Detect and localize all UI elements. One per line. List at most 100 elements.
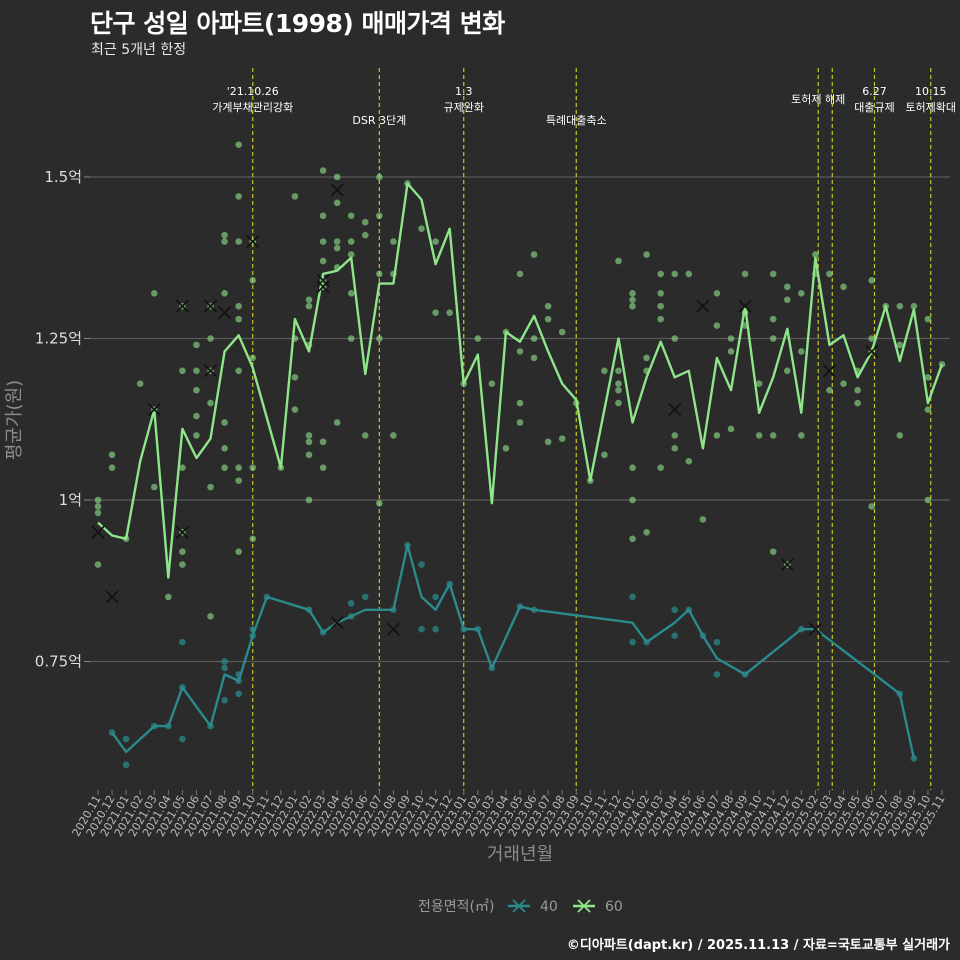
data-point [854, 399, 861, 407]
data-point [516, 270, 524, 278]
legend: 전용면적(㎡) 40 60 [418, 899, 623, 915]
cancel-marker [386, 622, 400, 636]
data-point [361, 231, 369, 239]
chart-subtitle: 최근 5개년 한정 [91, 42, 187, 58]
data-point [783, 296, 791, 304]
data-point [615, 367, 622, 375]
data-point [305, 496, 313, 504]
data-point [516, 419, 524, 426]
data-point [179, 548, 186, 555]
data-point [193, 341, 200, 349]
data-point [643, 354, 650, 362]
cancel-marker [696, 299, 710, 313]
data-point [502, 445, 510, 452]
data-point [713, 289, 721, 297]
data-point [165, 593, 172, 601]
event-label: 토허제확대 [905, 101, 956, 114]
data-point [333, 419, 341, 426]
data-point [193, 412, 200, 420]
data-point [755, 432, 763, 439]
data-point [432, 625, 439, 633]
data-point [333, 238, 341, 245]
data-point [221, 289, 228, 297]
data-point [685, 457, 693, 465]
cancel-marker [668, 402, 682, 417]
event-label: 가계부채관리강화 [212, 101, 293, 114]
cancel-marker [865, 344, 879, 358]
data-point [207, 612, 214, 620]
data-point [868, 503, 875, 510]
data-point [629, 535, 636, 543]
cancel-marker [218, 306, 232, 320]
cancel-marker [780, 558, 794, 572]
legend-item-40: 40 [508, 899, 558, 915]
data-point [94, 496, 102, 504]
chart-title: 단구 성일 아파트(1998) 매매가격 변화 [90, 9, 505, 38]
data-point [657, 270, 664, 278]
data-point [333, 173, 341, 181]
data-point [601, 367, 608, 375]
data-point [544, 315, 552, 323]
data-point [657, 315, 664, 323]
data-point [629, 302, 636, 310]
data-point [798, 289, 805, 297]
data-point [179, 367, 186, 375]
cancel-marker [808, 622, 822, 636]
data-point [713, 432, 721, 439]
legend-title: 전용면적(㎡) [418, 899, 494, 915]
data-point [347, 600, 355, 607]
data-point [643, 529, 650, 536]
data-point [150, 483, 158, 491]
data-point [713, 671, 721, 678]
data-point [179, 638, 186, 646]
data-point [347, 212, 355, 220]
data-point [235, 548, 242, 555]
data-point [615, 386, 622, 394]
data-point [390, 432, 397, 439]
data-point [657, 302, 664, 310]
data-point [798, 348, 805, 355]
data-point [769, 335, 777, 342]
data-point [924, 373, 932, 381]
cancel-marker [203, 364, 218, 378]
data-point [432, 309, 439, 316]
data-point [94, 509, 102, 517]
data-point [868, 277, 875, 284]
data-point [319, 464, 327, 472]
data-point [347, 289, 355, 297]
data-point [249, 354, 257, 362]
data-point [769, 270, 777, 278]
data-point [671, 335, 679, 342]
data-point [854, 386, 861, 394]
data-point [840, 283, 847, 291]
event-label: 토허제 해제 [791, 92, 845, 106]
event-label: 특례대출축소 [546, 114, 607, 127]
data-point [376, 270, 383, 278]
data-point [783, 283, 791, 291]
cancel-marker [738, 299, 752, 313]
data-point [558, 328, 566, 336]
data-point [713, 638, 721, 646]
data-point [235, 464, 242, 472]
cancel-marker [91, 525, 105, 539]
data-point [629, 638, 636, 646]
data-point [418, 625, 425, 633]
legend-label-60: 60 [605, 899, 623, 915]
data-point [615, 257, 622, 265]
data-point [221, 658, 228, 665]
data-point [291, 406, 299, 413]
data-point [390, 238, 397, 245]
data-point [432, 238, 439, 245]
data-point [657, 464, 664, 472]
data-point [671, 270, 679, 278]
data-point [840, 380, 847, 388]
data-point [418, 561, 425, 568]
data-point [94, 503, 102, 510]
y-axis-label: 평균가(원) [4, 380, 25, 460]
data-point [896, 341, 904, 349]
event-label: 1.3 [455, 85, 473, 98]
data-point [671, 632, 679, 639]
data-point [629, 496, 636, 504]
data-point [376, 212, 383, 220]
